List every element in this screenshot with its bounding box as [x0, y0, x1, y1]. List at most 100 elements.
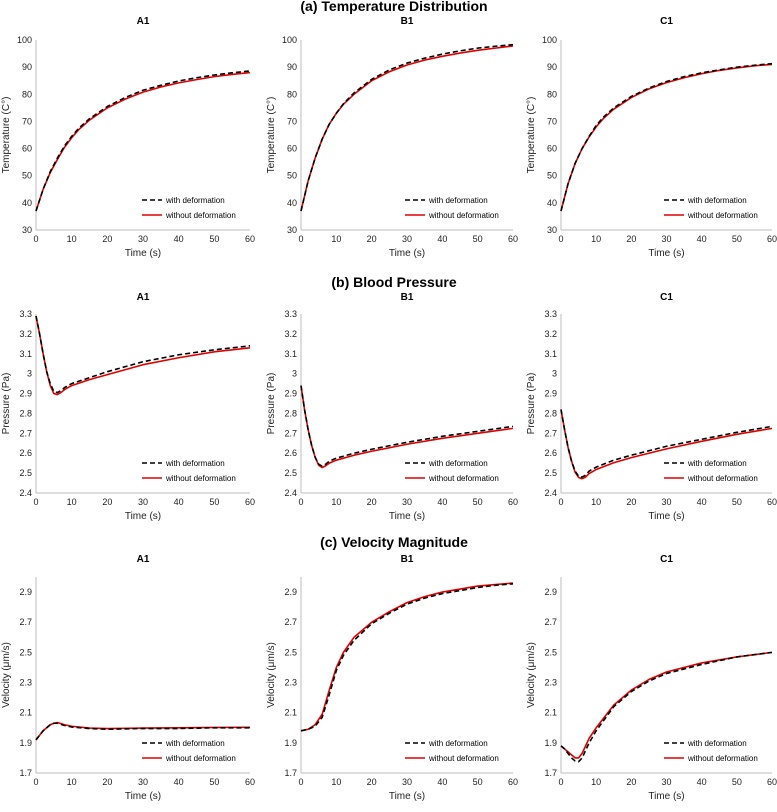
- y-tick-label: 2.7: [284, 428, 297, 438]
- x-tick-label: 50: [473, 234, 483, 244]
- y-tick-label: 3.3: [19, 309, 32, 319]
- legend-label-without-deformation: without deformation: [165, 754, 236, 763]
- y-tick-label: 3.1: [19, 349, 32, 359]
- x-tick-label: 40: [174, 497, 184, 507]
- y-tick-label: 1.9: [544, 738, 557, 748]
- y-tick-label: 80: [287, 89, 297, 99]
- x-tick-label: 60: [508, 234, 518, 244]
- x-tick-label: 60: [767, 777, 777, 787]
- y-tick-label: 3.3: [544, 309, 557, 319]
- x-tick-label: 30: [661, 497, 671, 507]
- x-tick-label: 0: [558, 234, 563, 244]
- x-axis-label: Time (s): [648, 511, 684, 522]
- y-tick-label: 2.5: [544, 468, 557, 478]
- x-tick-label: 30: [138, 777, 148, 787]
- x-tick-label: 30: [402, 497, 412, 507]
- x-tick-label: 40: [697, 234, 707, 244]
- y-tick-label: 1.7: [284, 768, 297, 778]
- y-tick-label: 70: [22, 116, 32, 126]
- y-tick-label: 100: [282, 35, 297, 45]
- y-tick-label: 1.7: [19, 768, 32, 778]
- series-line-with-deformation: [35, 70, 251, 212]
- series-line-without-deformation: [35, 315, 251, 396]
- y-tick-label: 2.6: [544, 448, 557, 458]
- legend-label-without-deformation: without deformation: [165, 211, 236, 220]
- x-tick-label: 10: [67, 234, 77, 244]
- panel-title: A1: [137, 16, 150, 27]
- panel-title: B1: [401, 16, 414, 27]
- series-line-without-deformation: [35, 721, 251, 741]
- y-tick-label: 40: [22, 198, 32, 208]
- y-axis-label: Temperature (C°): [526, 97, 537, 174]
- chart-panel-0-0: A1 30 40 50 60 70 80 90 100 0 10 20 30 40 50 60 Time (s)…: [1, 16, 255, 259]
- y-tick-label: 2.5: [544, 647, 557, 657]
- x-tick-label: 20: [626, 234, 636, 244]
- x-axis-label: Time (s): [648, 791, 684, 802]
- y-tick-label: 2.7: [544, 617, 557, 627]
- y-tick-label: 80: [22, 89, 32, 99]
- series-line-without-deformation: [560, 409, 773, 480]
- y-tick-label: 50: [547, 171, 557, 181]
- x-tick-label: 40: [697, 777, 707, 787]
- x-axis-label: Time (s): [389, 248, 425, 259]
- y-tick-label: 3.2: [544, 329, 557, 339]
- x-tick-label: 10: [591, 234, 601, 244]
- legend-label-with-deformation: with deformation: [428, 459, 488, 468]
- x-tick-label: 60: [245, 497, 255, 507]
- y-tick-label: 2.5: [19, 468, 32, 478]
- y-tick-label: 2.4: [284, 488, 297, 498]
- y-tick-label: 2.3: [544, 678, 557, 688]
- x-tick-label: 20: [367, 497, 377, 507]
- y-axis-label: Velocity (μm/s): [526, 642, 537, 708]
- x-tick-label: 50: [209, 234, 219, 244]
- series-line-with-deformation: [300, 582, 514, 732]
- y-tick-label: 2.6: [19, 448, 32, 458]
- x-tick-label: 30: [138, 497, 148, 507]
- x-tick-label: 60: [245, 234, 255, 244]
- x-tick-label: 30: [402, 777, 412, 787]
- series-line-with-deformation: [560, 62, 773, 212]
- legend-label-with-deformation: with deformation: [165, 739, 225, 748]
- y-tick-label: 3: [27, 369, 32, 379]
- legend-label-without-deformation: without deformation: [428, 754, 499, 763]
- y-tick-label: 90: [287, 62, 297, 72]
- y-tick-label: 30: [547, 225, 557, 235]
- x-tick-label: 10: [591, 497, 601, 507]
- legend-label-with-deformation: with deformation: [428, 739, 488, 748]
- y-axis-label: Temperature (C°): [1, 97, 12, 174]
- legend-label-without-deformation: without deformation: [165, 474, 236, 483]
- x-axis-label: Time (s): [389, 511, 425, 522]
- y-tick-label: 3.3: [284, 309, 297, 319]
- x-tick-label: 20: [102, 777, 112, 787]
- y-tick-label: 2.7: [19, 617, 32, 627]
- series-line-with-deformation: [35, 722, 250, 741]
- y-axis-label: Pressure (Pa): [266, 373, 277, 435]
- legend-label-with-deformation: with deformation: [428, 196, 488, 205]
- y-tick-label: 2.6: [284, 448, 297, 458]
- x-tick-label: 0: [558, 777, 563, 787]
- y-tick-label: 2.8: [19, 408, 32, 418]
- chart-panel-2-2: C1 1.7 1.9 2.1 2.3 2.5 2.7 2.9 0 10 20 30 40 50 60 Time…: [526, 554, 777, 802]
- panel-title: C1: [660, 292, 673, 303]
- legend-label-without-deformation: without deformation: [428, 474, 499, 483]
- x-tick-label: 50: [473, 497, 483, 507]
- x-axis-label: Time (s): [125, 511, 161, 522]
- y-tick-label: 2.5: [284, 647, 297, 657]
- legend-label-with-deformation: with deformation: [165, 196, 225, 205]
- x-tick-label: 0: [558, 497, 563, 507]
- series-line-without-deformation: [300, 582, 514, 732]
- series-line-without-deformation: [560, 63, 773, 212]
- x-tick-label: 50: [732, 234, 742, 244]
- legend-label-without-deformation: without deformation: [428, 211, 499, 220]
- y-tick-label: 2.8: [284, 408, 297, 418]
- y-tick-label: 1.9: [19, 738, 32, 748]
- x-tick-label: 20: [102, 234, 112, 244]
- x-tick-label: 30: [661, 234, 671, 244]
- x-tick-label: 0: [33, 497, 38, 507]
- y-tick-label: 80: [547, 89, 557, 99]
- section-title-temperature: (a) Temperature Distribution: [300, 0, 487, 14]
- x-tick-label: 10: [67, 497, 77, 507]
- y-tick-label: 2.7: [544, 428, 557, 438]
- y-tick-label: 70: [547, 116, 557, 126]
- x-tick-label: 10: [331, 777, 341, 787]
